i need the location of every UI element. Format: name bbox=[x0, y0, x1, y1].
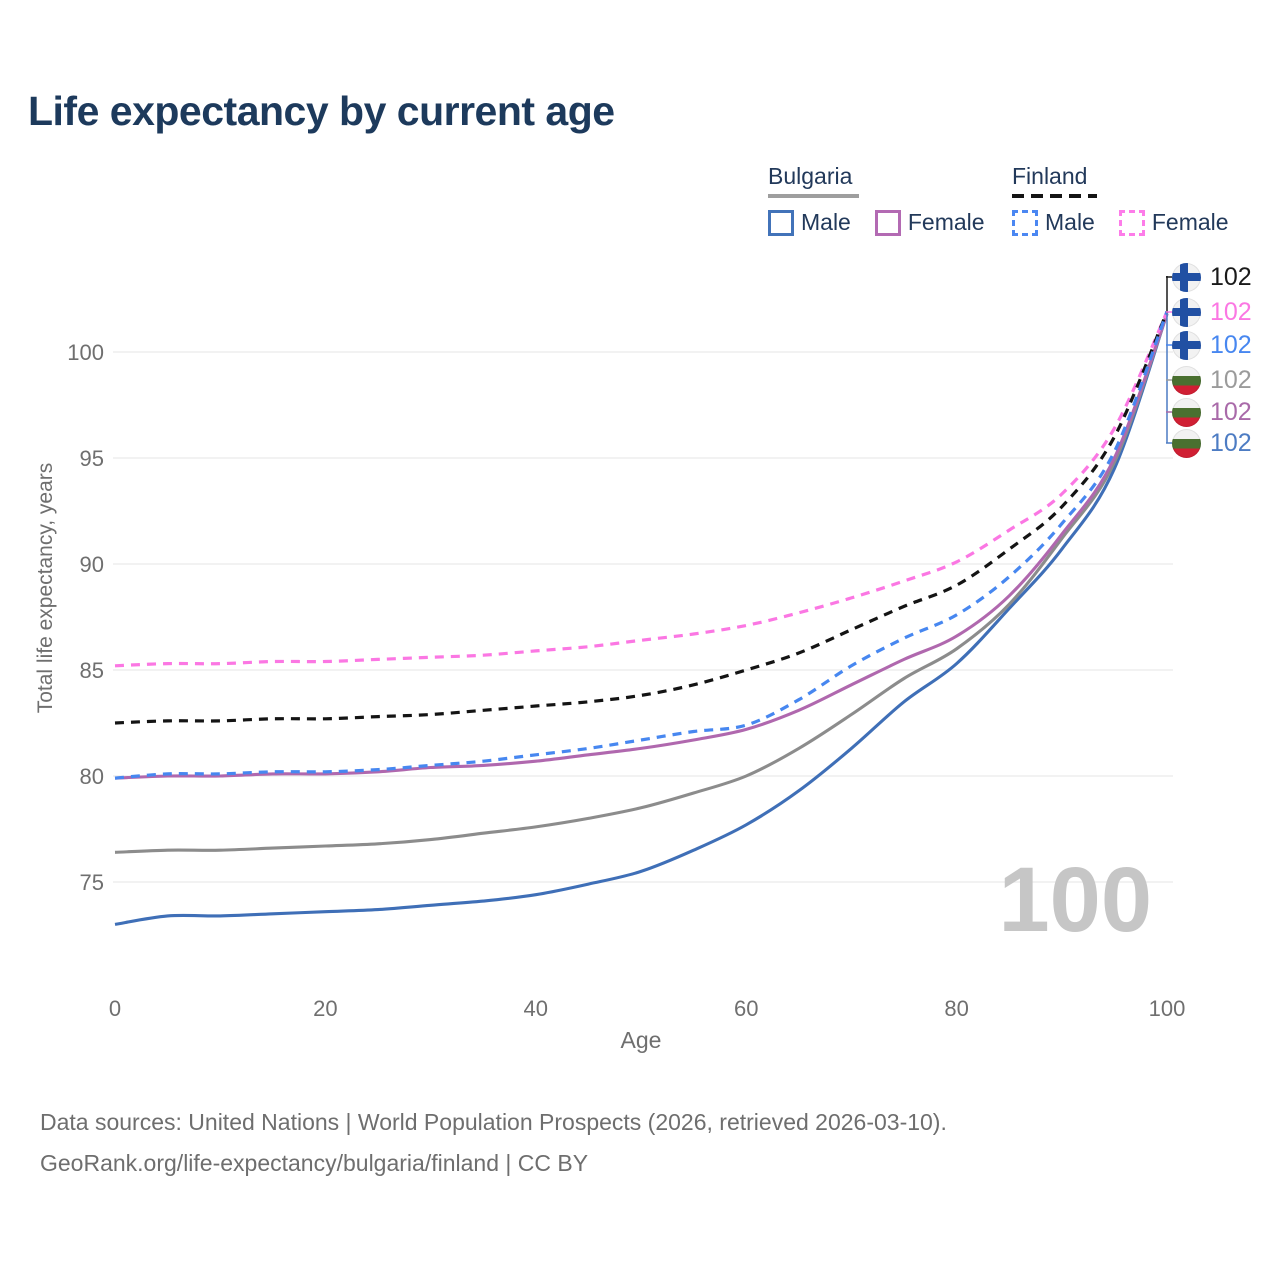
legend-item-finland-male[interactable]: Male bbox=[1012, 209, 1095, 236]
endpoint-label-finland_total: 102 bbox=[1172, 262, 1252, 292]
series-line-finland_total bbox=[114, 311, 1169, 725]
y-tick-95: 95 bbox=[80, 446, 104, 471]
page-title: Life expectancy by current age bbox=[28, 88, 615, 134]
finland-male-checkbox[interactable] bbox=[1012, 209, 1038, 236]
legend-item-bulgaria-male[interactable]: Male bbox=[768, 209, 851, 236]
legend-item-finland-female[interactable]: Female bbox=[1118, 209, 1229, 236]
finland-male-label: Male bbox=[1045, 209, 1095, 235]
legend-item-bulgaria-female[interactable]: Female bbox=[874, 209, 985, 236]
x-tick-20: 20 bbox=[313, 996, 337, 1021]
hover-age-watermark: 100 bbox=[998, 849, 1153, 951]
y-tick-100: 100 bbox=[67, 340, 104, 365]
finland-flag-icon bbox=[1172, 262, 1201, 292]
legend-row-bulgaria: Male Female bbox=[768, 209, 985, 236]
y-tick-80: 80 bbox=[80, 764, 104, 789]
footer-sources: Data sources: United Nations | World Pop… bbox=[40, 1109, 947, 1135]
series-line-finland_female bbox=[114, 311, 1169, 668]
endpoint-value-finland_male: 102 bbox=[1210, 330, 1252, 359]
x-axis-title: Age bbox=[621, 1027, 662, 1053]
series-line-bulgaria_total bbox=[114, 313, 1169, 854]
legend-country-finland[interactable]: Finland bbox=[1012, 163, 1088, 189]
finland-female-checkbox[interactable] bbox=[1118, 209, 1145, 236]
legend-row-finland: Male Female bbox=[1012, 209, 1229, 236]
endpoint-value-bulgaria_female: 102 bbox=[1210, 397, 1252, 426]
x-tick-100: 100 bbox=[1149, 996, 1186, 1021]
endpoint-label-bulgaria_female: 102 bbox=[1172, 397, 1252, 427]
footer-attribution: GeoRank.org/life-expectancy/bulgaria/fin… bbox=[40, 1150, 589, 1176]
finland-dashed-line-swatch bbox=[1012, 194, 1097, 198]
y-tick-90: 90 bbox=[80, 552, 104, 577]
x-tick-80: 80 bbox=[944, 996, 968, 1021]
series-line-bulgaria_male bbox=[114, 313, 1169, 926]
bulgaria-male-checkbox[interactable] bbox=[768, 209, 794, 236]
finland-flag-icon bbox=[1172, 330, 1201, 360]
legend-group-bulgaria: Bulgaria Male Female bbox=[768, 163, 985, 236]
endpoint-label-bulgaria_total: 102 bbox=[1172, 365, 1252, 395]
endpoint-label-bulgaria_male: 102 bbox=[1172, 428, 1252, 458]
legend-group-finland: Finland Male Female bbox=[1012, 163, 1229, 236]
y-tick-75: 75 bbox=[80, 870, 104, 895]
x-tick-60: 60 bbox=[734, 996, 758, 1021]
legend-country-bulgaria[interactable]: Bulgaria bbox=[768, 163, 853, 189]
endpoint-value-finland_total: 102 bbox=[1210, 262, 1252, 291]
bulgaria-male-label: Male bbox=[801, 209, 851, 235]
finland-female-label: Female bbox=[1151, 209, 1229, 235]
bulgaria-flag-icon bbox=[1172, 397, 1201, 427]
endpoint-value-finland_female: 102 bbox=[1210, 297, 1252, 326]
finland-flag-icon bbox=[1172, 297, 1201, 327]
bulgaria-female-label: Female bbox=[907, 209, 985, 235]
endpoint-value-bulgaria_male: 102 bbox=[1210, 428, 1252, 457]
bulgaria-flag-icon bbox=[1172, 428, 1201, 458]
x-tick-0: 0 bbox=[109, 996, 121, 1021]
endpoint-value-bulgaria_total: 102 bbox=[1210, 365, 1252, 394]
series-line-finland_male bbox=[114, 311, 1169, 780]
bulgaria-solid-line-swatch bbox=[768, 194, 859, 198]
y-tick-85: 85 bbox=[80, 658, 104, 683]
endpoint-label-finland_female: 102 bbox=[1172, 297, 1252, 327]
bulgaria-female-checkbox[interactable] bbox=[874, 209, 901, 236]
x-tick-40: 40 bbox=[524, 996, 548, 1021]
endpoint-label-finland_male: 102 bbox=[1172, 330, 1252, 360]
bulgaria-flag-icon bbox=[1172, 365, 1201, 395]
footer: Data sources: United Nations | World Pop… bbox=[40, 1102, 947, 1184]
series-line-bulgaria_female bbox=[114, 313, 1169, 780]
